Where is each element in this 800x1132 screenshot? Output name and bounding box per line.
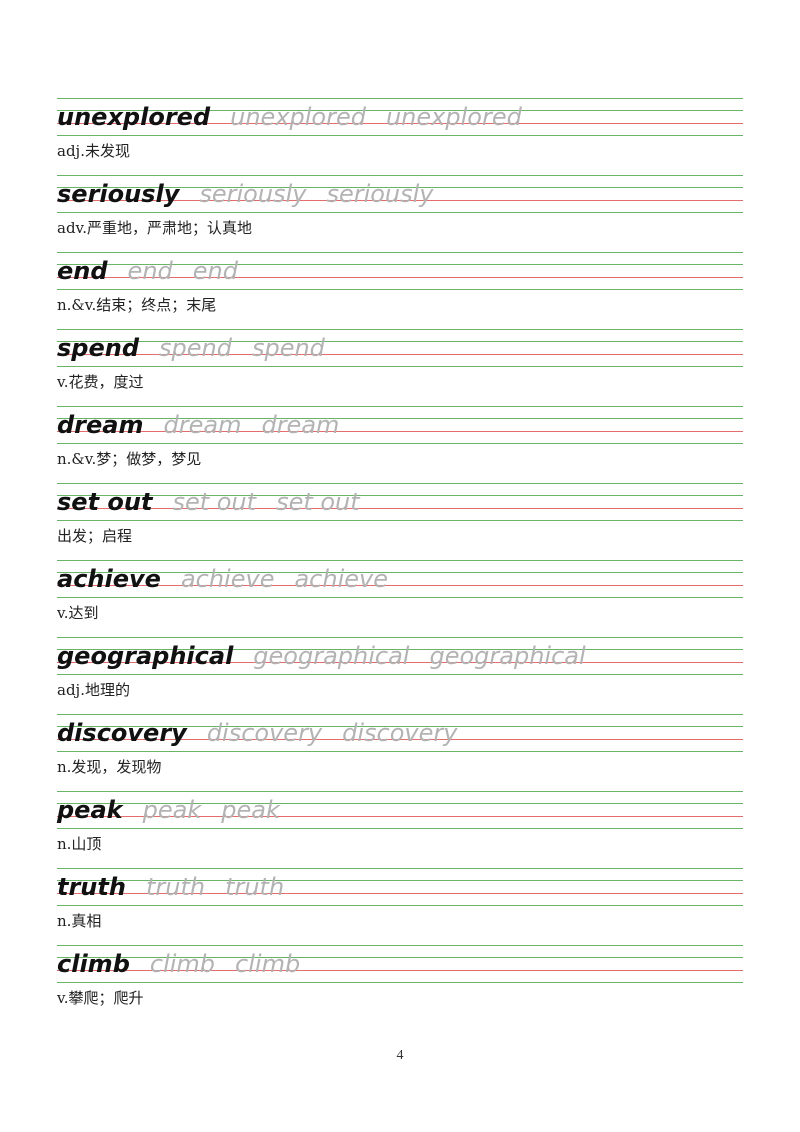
word-trace: spend [159, 334, 232, 362]
word-meaning: adj.未发现 [57, 142, 130, 160]
word-trace: geographical [429, 642, 586, 670]
word-meaning: adj.地理的 [57, 681, 130, 699]
word-trace: achieve [180, 565, 275, 593]
word-meaning: adv.严重地，严肃地；认真地 [57, 219, 253, 237]
word-entry: set out set out set out 出发；启程 [0, 481, 800, 558]
word-trace: seriously [326, 180, 434, 208]
word-main: truth [57, 873, 126, 901]
word-meaning: v.达到 [57, 604, 99, 622]
writing-guides [57, 635, 743, 675]
word-main: seriously [57, 180, 180, 208]
word-trace: end [127, 257, 173, 285]
word-meaning: n.&v.梦；做梦，梦见 [57, 450, 202, 468]
word-trace: climb [235, 950, 301, 978]
word-trace: discovery [342, 719, 458, 747]
writing-guides [57, 173, 743, 213]
word-entry: dream dream dream n.&v.梦；做梦，梦见 [0, 404, 800, 481]
word-trace: end [192, 257, 238, 285]
writing-guides [57, 558, 743, 598]
writing-guides [57, 712, 743, 752]
word-trace: spend [251, 334, 325, 362]
word-line: discovery discovery discovery [57, 712, 457, 752]
word-meaning: 出发；启程 [57, 527, 133, 545]
word-meaning: n.真相 [57, 912, 102, 930]
word-main: achieve [57, 565, 161, 593]
word-trace: dream [261, 411, 340, 439]
word-meaning: v.攀爬；爬升 [57, 989, 144, 1007]
writing-guides [57, 789, 743, 829]
word-trace: climb [149, 950, 216, 978]
writing-guides [57, 943, 743, 983]
word-entry: end end end n.&v.结束；终点；末尾 [0, 250, 800, 327]
word-entry: unexplored unexplored unexplored adj.未发现 [0, 96, 800, 173]
writing-guides [57, 866, 743, 906]
word-trace: unexplored [385, 103, 522, 131]
word-meaning: n.发现，发现物 [57, 758, 162, 776]
word-entry: achieve achieve achieve v.达到 [0, 558, 800, 635]
word-meaning: v.花费，度过 [57, 373, 144, 391]
word-main: dream [57, 411, 144, 439]
word-line: truth truth truth [57, 866, 284, 906]
word-entry: discovery discovery discovery n.发现，发现物 [0, 712, 800, 789]
page-number: 4 [396, 1048, 404, 1063]
word-line: climb climb climb [57, 943, 300, 983]
writing-guides [57, 96, 743, 136]
word-line: end end end [57, 250, 238, 290]
word-line: seriously seriously seriously [57, 173, 434, 213]
word-line: dream dream dream [57, 404, 339, 444]
word-line: spend spend spend [57, 327, 325, 367]
word-trace: geographical [253, 642, 410, 670]
word-entry: peak peak peak n.山顶 [0, 789, 800, 866]
word-main: spend [57, 334, 140, 362]
word-trace: discovery [206, 719, 323, 747]
word-line: set out set out set out [57, 481, 360, 521]
word-meaning: n.&v.结束；终点；末尾 [57, 296, 217, 314]
word-entry: geographical geographical geographical a… [0, 635, 800, 712]
writing-guides [57, 250, 743, 290]
word-trace: set out [172, 488, 257, 516]
word-entry: spend spend spend v.花费，度过 [0, 327, 800, 404]
word-main: set out [57, 488, 153, 516]
word-trace: unexplored [230, 103, 366, 131]
word-trace: set out [276, 488, 360, 516]
word-main: climb [57, 950, 130, 978]
word-trace: achieve [294, 565, 388, 593]
word-main: end [57, 257, 108, 285]
writing-guides [57, 327, 743, 367]
word-line: geographical geographical geographical [57, 635, 586, 675]
word-line: unexplored unexplored unexplored [57, 96, 522, 136]
word-trace: truth [145, 873, 206, 901]
word-main: unexplored [57, 103, 211, 131]
word-entry: truth truth truth n.真相 [0, 866, 800, 943]
word-trace: peak [221, 796, 280, 824]
word-trace: peak [142, 796, 202, 824]
word-main: geographical [57, 642, 234, 670]
word-trace: seriously [199, 180, 307, 208]
word-trace: dream [163, 411, 242, 439]
word-main: discovery [57, 719, 187, 747]
word-trace: truth [225, 873, 285, 901]
word-line: peak peak peak [57, 789, 280, 829]
word-main: peak [57, 796, 123, 824]
word-meaning: n.山顶 [57, 835, 102, 853]
writing-guides [57, 404, 743, 444]
writing-guides [57, 481, 743, 521]
word-entry: climb climb climb v.攀爬；爬升 [0, 943, 800, 1020]
word-entry: seriously seriously seriously adv.严重地，严肃… [0, 173, 800, 250]
word-line: achieve achieve achieve [57, 558, 388, 598]
